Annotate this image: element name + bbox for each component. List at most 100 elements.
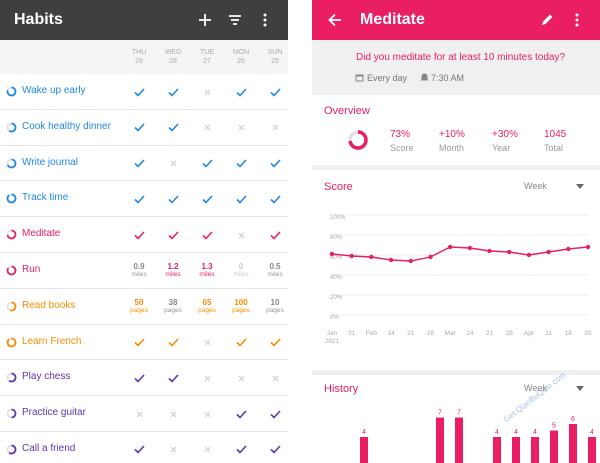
- habit-day-cell[interactable]: 38 pages: [156, 297, 190, 317]
- habit-row[interactable]: Play chess: [0, 360, 288, 397]
- check-mark: [133, 445, 145, 455]
- habit-day-cell[interactable]: [258, 333, 288, 353]
- habit-day-cell[interactable]: 50 pages: [122, 297, 156, 317]
- habit-row[interactable]: Call a friend: [0, 431, 288, 463]
- score-point: [585, 244, 591, 250]
- score-point: [329, 251, 335, 257]
- habit-row[interactable]: Meditate: [0, 217, 288, 253]
- habit-day-cell[interactable]: [122, 368, 156, 388]
- habit-day-cell[interactable]: [122, 154, 156, 174]
- habit-day-cell[interactable]: [156, 225, 190, 245]
- habit-day-cell[interactable]: [190, 368, 224, 388]
- habit-day-cell[interactable]: [190, 118, 224, 138]
- habit-day-cell[interactable]: 100 pages: [224, 297, 258, 317]
- habit-day-cell[interactable]: [224, 368, 258, 388]
- habit-day-cell[interactable]: [224, 118, 258, 138]
- score-x-tick-part: 18: [565, 330, 573, 337]
- habit-day-cell[interactable]: [224, 440, 258, 460]
- habit-day-cell[interactable]: [190, 440, 224, 460]
- habit-day-cell[interactable]: 0.5 miles: [258, 261, 288, 281]
- back-button[interactable]: [322, 7, 348, 33]
- habit-row[interactable]: Read books 50 pages 38 pages 65 pages 100 pages 1…: [0, 288, 288, 325]
- habit-day-cell[interactable]: [190, 404, 224, 424]
- history-period-select[interactable]: Week: [524, 383, 584, 397]
- habit-day-cell[interactable]: [190, 225, 224, 245]
- habit-progress-ring: [6, 444, 17, 455]
- check-icon: [133, 231, 145, 240]
- habit-day-cell[interactable]: [122, 440, 156, 460]
- check-icon: [269, 159, 281, 168]
- habit-row[interactable]: Write journal: [0, 145, 288, 182]
- habit-ring-arc: [8, 444, 17, 455]
- habit-day-cell[interactable]: [190, 189, 224, 209]
- habit-day-cell[interactable]: [258, 82, 288, 102]
- habit-day-cell[interactable]: [258, 225, 288, 245]
- score-x-tick-part: 25: [584, 330, 592, 337]
- habit-day-cell[interactable]: 10 pages: [258, 297, 288, 317]
- habit-day-cell[interactable]: [224, 189, 258, 209]
- add-habit-button[interactable]: [192, 7, 218, 33]
- habit-day-cell[interactable]: [122, 225, 156, 245]
- score-x-tick: 11: [545, 330, 552, 337]
- overview-stat-value: 73%: [390, 129, 411, 140]
- habit-day-cell[interactable]: [224, 225, 258, 245]
- habit-day-cell[interactable]: [156, 368, 190, 388]
- habit-day-cell[interactable]: [122, 333, 156, 353]
- check-mark: [133, 159, 145, 168]
- habit-day-cell[interactable]: [224, 82, 258, 102]
- edit-habit-button[interactable]: [534, 7, 560, 33]
- habit-day-cell[interactable]: [224, 154, 258, 174]
- habit-day-cell[interactable]: [258, 154, 288, 174]
- habit-day-cell[interactable]: 1.3 miles: [190, 261, 224, 281]
- habit-day-cell[interactable]: [156, 82, 190, 102]
- score-line: [331, 246, 589, 262]
- check-icon: [269, 87, 281, 97]
- habit-day-cell[interactable]: [190, 82, 224, 102]
- habit-name: Run: [22, 263, 41, 275]
- habit-row[interactable]: Learn French: [0, 324, 288, 361]
- cross-icon: [170, 160, 176, 167]
- habit-day-cell[interactable]: [156, 440, 190, 460]
- habit-day-cell[interactable]: [156, 404, 190, 424]
- habit-day-cell[interactable]: [190, 154, 224, 174]
- cross-icon: [204, 375, 210, 382]
- habit-day-cell[interactable]: [258, 189, 288, 209]
- habit-day-cell[interactable]: [224, 333, 258, 353]
- habit-day-cell[interactable]: [224, 404, 258, 424]
- cross-icon: [272, 124, 278, 131]
- score-point: [369, 254, 374, 260]
- habit-day-cell[interactable]: 1.2 miles: [156, 261, 190, 281]
- habit-day-cell[interactable]: [258, 404, 288, 424]
- habit-day-cell[interactable]: [258, 440, 288, 460]
- habit-day-cell[interactable]: [156, 189, 190, 209]
- detail-overflow-button[interactable]: [564, 7, 590, 33]
- check-mark: [167, 338, 179, 347]
- score-period-select[interactable]: Week: [524, 181, 584, 195]
- day-header: THU 29: [122, 48, 156, 66]
- habit-day-cell[interactable]: 0 miles: [224, 261, 258, 281]
- habit-day-cell[interactable]: [190, 333, 224, 353]
- habit-name: Read books: [22, 299, 76, 311]
- habit-row[interactable]: Wake up early: [0, 74, 288, 110]
- habit-day-cell[interactable]: [156, 118, 190, 138]
- habit-row[interactable]: Practice guitar: [0, 396, 288, 432]
- habit-day-cell[interactable]: [258, 118, 288, 138]
- habit-day-cell[interactable]: [122, 118, 156, 138]
- habit-row[interactable]: Run 0.9 miles 1.2 miles 1.3 miles 0 miles 0.5 mile…: [0, 252, 288, 289]
- habit-row[interactable]: Track time: [0, 181, 288, 218]
- habit-day-cell[interactable]: [156, 154, 190, 174]
- habit-day-cell[interactable]: [156, 333, 190, 353]
- filter-button[interactable]: [222, 7, 248, 33]
- overflow-menu-button[interactable]: [252, 7, 278, 33]
- history-bar-label: 6: [571, 416, 575, 423]
- habit-row[interactable]: Cook healthy dinner: [0, 109, 288, 146]
- habit-day-cell[interactable]: [122, 189, 156, 209]
- habits-title: Habits: [14, 11, 63, 28]
- habit-day-cell[interactable]: [122, 82, 156, 102]
- habit-day-cell[interactable]: 0.9 miles: [122, 261, 156, 281]
- habit-day-cell[interactable]: [258, 368, 288, 388]
- habit-day-cell[interactable]: 65 pages: [190, 297, 224, 317]
- score-x-tick-part: 31: [348, 330, 356, 337]
- habit-day-cell[interactable]: [122, 404, 156, 424]
- check-mark: [133, 231, 145, 240]
